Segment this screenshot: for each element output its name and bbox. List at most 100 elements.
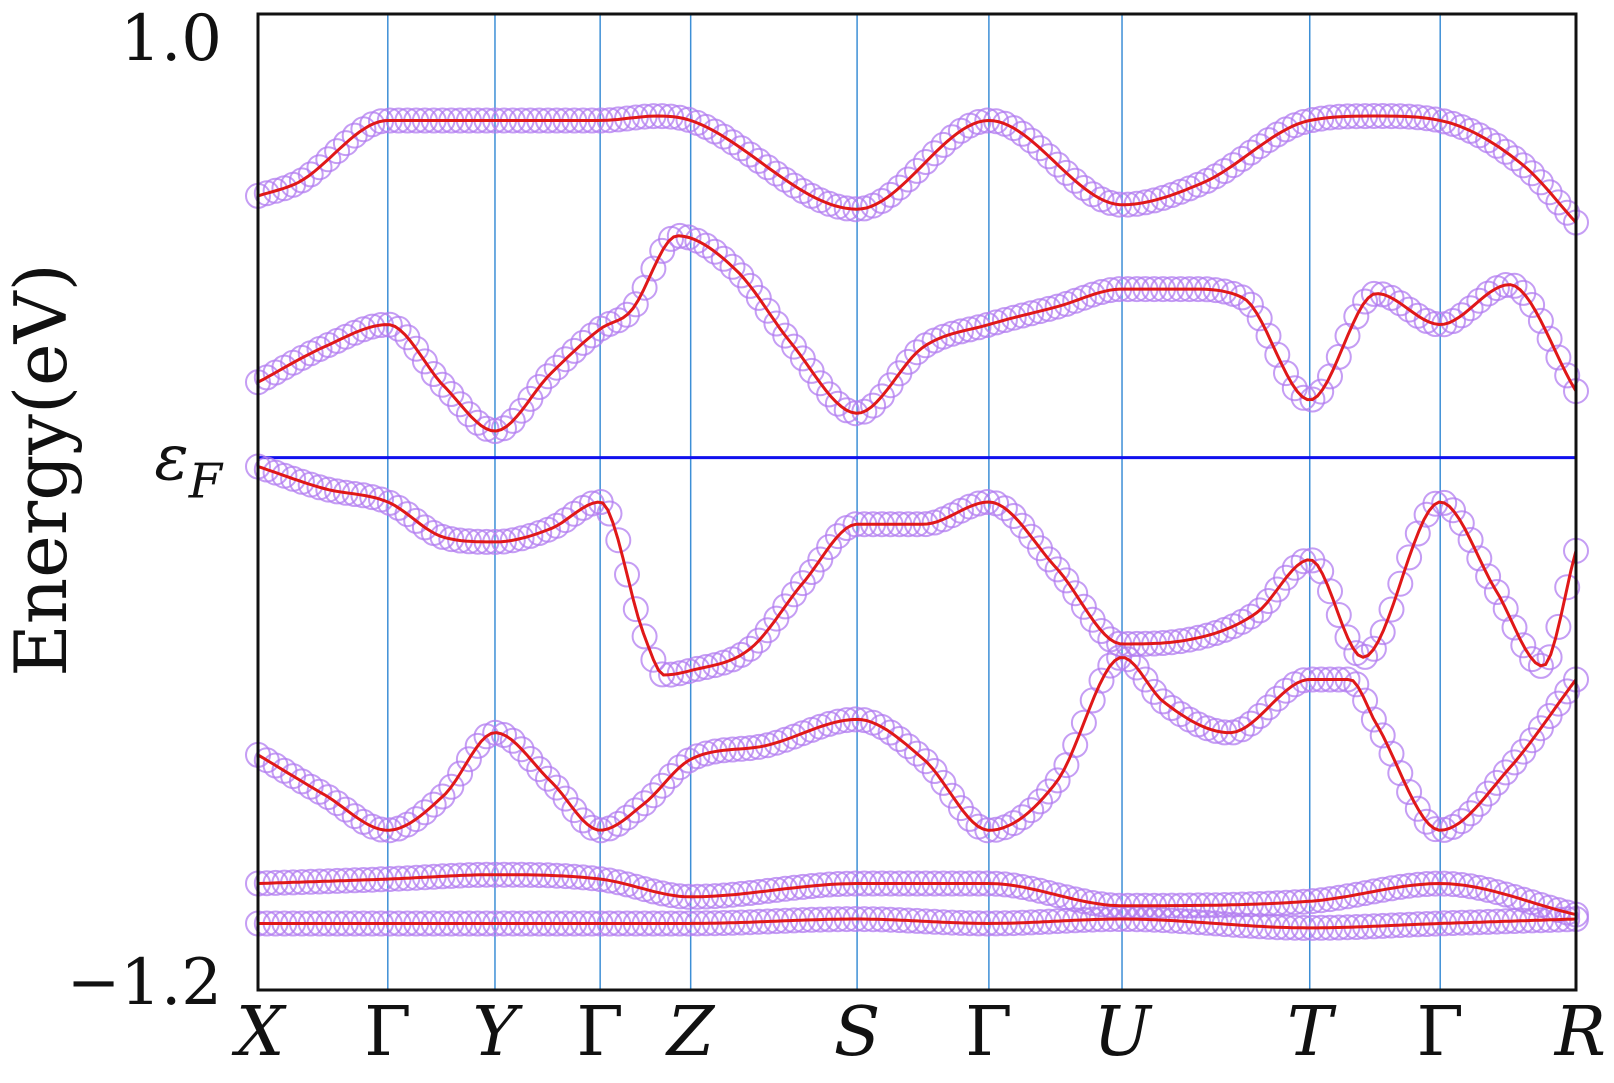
projection-marker	[666, 660, 693, 687]
projection-marker	[1009, 120, 1036, 147]
x-tick-label: U	[1093, 993, 1153, 1072]
projection-marker	[1396, 544, 1423, 571]
projection-marker	[1035, 546, 1062, 573]
projection-marker	[1246, 703, 1273, 729]
projection-marker	[930, 769, 957, 796]
projection-marker	[877, 719, 904, 746]
projection-marker	[1536, 644, 1563, 671]
band-line-2	[257, 234, 1578, 433]
projection-marker	[1475, 876, 1502, 903]
projection-marker	[1334, 624, 1361, 651]
projection-marker	[983, 309, 1010, 336]
projection-marker	[719, 253, 746, 280]
projection-marker	[1545, 344, 1572, 371]
projection-marker	[359, 484, 386, 511]
projection-marker	[499, 407, 526, 434]
projection-marker	[614, 804, 640, 831]
projection-marker	[1062, 732, 1089, 758]
projection-marker	[315, 146, 342, 173]
projection-marker	[1387, 873, 1414, 900]
projection-marker	[1448, 808, 1475, 835]
projection-marker	[447, 391, 474, 418]
projection-marker	[1035, 880, 1062, 906]
projection-marker	[288, 167, 315, 194]
projection-marker	[1009, 302, 1036, 329]
projection-marker	[1422, 106, 1449, 133]
projection-marker	[895, 733, 922, 760]
projection-marker	[1273, 360, 1299, 387]
projection-marker	[939, 320, 966, 347]
projection-marker	[1501, 614, 1528, 641]
projection-marker	[1466, 874, 1493, 901]
projection-marker	[965, 314, 992, 341]
projection-marker	[376, 817, 403, 844]
projection-marker	[947, 318, 974, 345]
projection-marker	[719, 129, 746, 156]
projection-marker	[605, 869, 632, 896]
projection-marker	[1018, 127, 1045, 154]
projection-marker	[1027, 877, 1053, 904]
projection-marker	[552, 346, 579, 373]
projection-marker	[1510, 632, 1537, 659]
projection-marker	[1352, 880, 1379, 907]
projection-marker	[1229, 284, 1256, 311]
projection-marker	[1255, 694, 1282, 721]
projection-marker	[403, 335, 430, 362]
projection-marker	[1018, 797, 1045, 824]
projection-marker	[614, 301, 640, 328]
projection-marker	[438, 381, 465, 407]
projection-marker	[1062, 167, 1089, 194]
projection-marker	[1246, 305, 1273, 332]
projection-marker	[491, 415, 517, 442]
projection-marker	[1237, 603, 1264, 630]
projection-marker	[1044, 882, 1071, 909]
projection-marker	[1176, 626, 1203, 653]
projection-marker	[1404, 795, 1431, 822]
projection-marker	[1466, 790, 1493, 817]
projection-marker	[535, 363, 561, 390]
projection-marker	[675, 658, 702, 685]
projection-marker	[956, 316, 983, 343]
projection-marker	[622, 291, 649, 318]
projection-marker	[1519, 292, 1546, 318]
projection-marker	[605, 810, 632, 837]
projection-marker	[640, 255, 667, 282]
projection-marker	[1237, 291, 1264, 318]
projection-marker	[921, 140, 948, 167]
projection-marker	[930, 131, 957, 158]
projection-marker	[1378, 596, 1405, 623]
projection-marker	[1211, 158, 1238, 184]
projection-marker	[1325, 602, 1352, 628]
projection-marker	[1035, 143, 1062, 170]
projection-marker	[1369, 876, 1396, 903]
projection-marker	[394, 501, 421, 528]
projection-marker	[1466, 545, 1493, 572]
x-tick-label: X	[231, 993, 287, 1072]
projection-marker	[1457, 295, 1484, 322]
projection-marker	[1044, 767, 1071, 794]
x-tick-label: Γ	[577, 993, 624, 1072]
projection-marker	[1519, 160, 1546, 187]
projection-marker	[1141, 678, 1168, 705]
projection-marker	[596, 867, 623, 894]
projection-marker	[1352, 643, 1379, 670]
projection-marker	[1229, 145, 1256, 172]
projection-marker	[1070, 709, 1097, 736]
projection-marker	[701, 238, 728, 265]
projection-marker	[877, 181, 904, 208]
projection-marker	[693, 232, 720, 259]
projection-marker	[1053, 159, 1080, 186]
band-lines	[257, 114, 1578, 930]
projection-marker	[315, 784, 342, 811]
projection-marker	[1079, 890, 1106, 916]
projection-marker	[306, 154, 333, 181]
projection-marker	[306, 474, 333, 501]
x-tick-label: S	[834, 993, 881, 1072]
projection-marker	[1448, 510, 1475, 537]
projection-marker	[1264, 685, 1291, 712]
projection-marker	[1536, 179, 1563, 206]
projection-marker	[491, 722, 517, 748]
projection-marker	[824, 523, 851, 550]
projection-marker	[640, 878, 667, 905]
projection-marker	[605, 307, 632, 334]
